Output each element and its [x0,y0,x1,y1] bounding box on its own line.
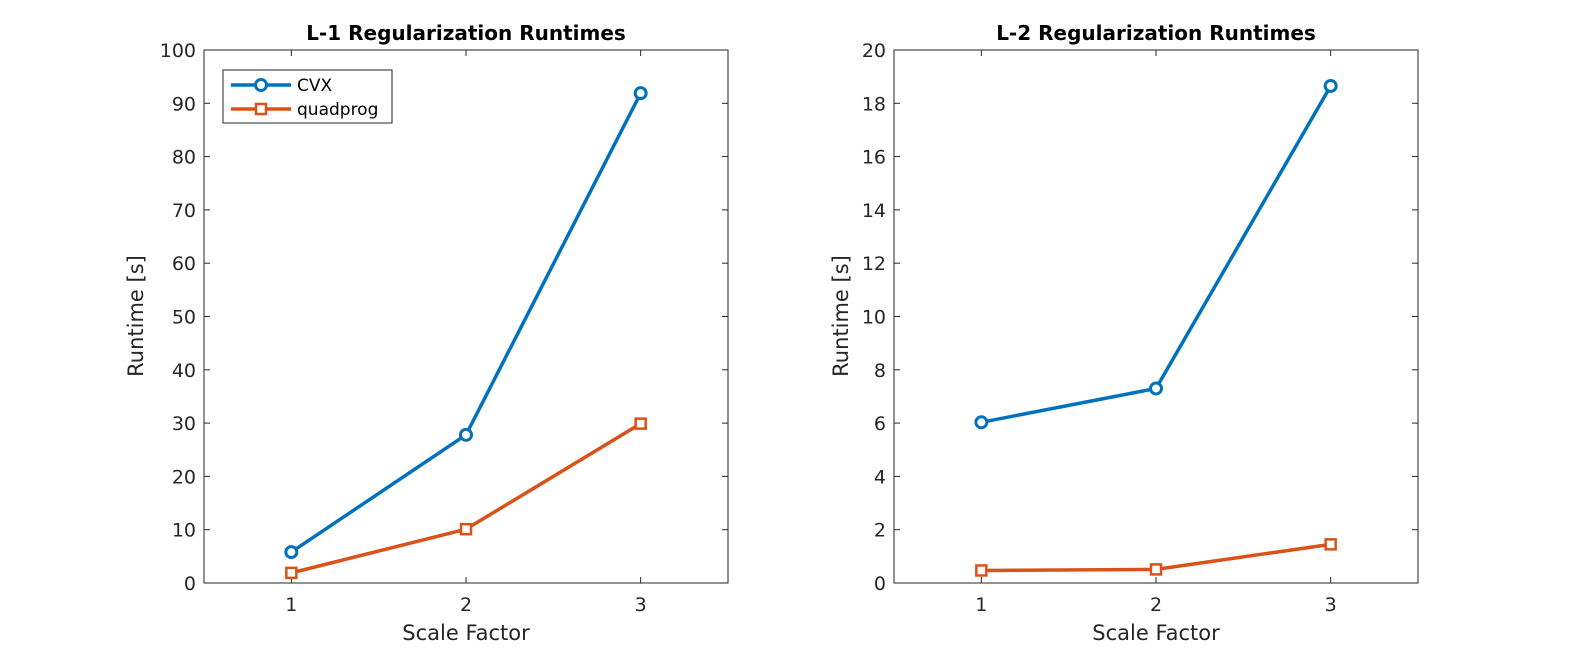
data-point-quadprog [975,564,988,577]
data-point-quadprog [1324,538,1337,551]
y-tick-label: 70 [172,200,196,222]
plot-area [894,50,1418,583]
legend-label-quadprog: quadprog [297,100,378,120]
y-tick-label: 80 [172,147,196,169]
data-point-cvx [1149,381,1163,396]
data-point-quadprog [1149,563,1163,576]
y-tick-label: 0 [184,573,196,595]
y-tick-label: 10 [862,307,886,329]
y-axis-label: Runtime [s] [829,255,853,377]
axes-box [893,49,1419,584]
y-axis-label: Runtime [s] [124,255,148,377]
y-tick-label: 14 [862,200,886,222]
data-point-cvx [633,86,648,101]
x-tick-label: 3 [635,594,647,616]
data-point-quadprog [459,522,473,536]
chart-panel-l2: L-2 Regularization Runtimes Scale Factor… [829,21,1419,645]
y-tick-label: 10 [172,520,196,542]
x-tick-label: 2 [460,594,472,616]
y-tick-label: 40 [172,360,196,382]
y-tick-label: 4 [874,466,886,488]
legend-label-cvx: CVX [297,76,332,96]
x-axis-label: Scale Factor [402,621,530,645]
legend-box [222,69,393,124]
y-tick-label: 16 [862,147,886,169]
y-tick-label: 12 [862,253,886,275]
y-tick-label: 18 [862,93,886,115]
data-point-quadprog [634,417,647,430]
y-tick-label: 90 [172,93,196,115]
x-axis-label: Scale Factor [1092,621,1220,645]
y-tick-label: 60 [172,253,196,275]
chart-title: L-2 Regularization Runtimes [996,21,1316,45]
chart-title: L-1 Regularization Runtimes [306,21,626,45]
y-tick-label: 50 [172,307,196,329]
y-tick-label: 8 [874,360,886,382]
data-point-quadprog [285,566,298,580]
legend-marker-quadprog [254,102,268,116]
y-tick-label: 20 [862,40,886,62]
y-tick-label: 0 [874,573,886,595]
chart-panel-l1: L-1 Regularization Runtimes Scale Factor… [124,21,729,645]
legend: CVX quadprog [222,69,393,124]
data-point-cvx [974,415,989,430]
data-point-cvx [284,545,299,560]
y-tick-label: 6 [874,413,886,435]
x-tick-label: 1 [975,594,987,616]
data-point-cvx [1323,78,1338,93]
data-point-cvx [459,427,473,442]
y-tick-label: 100 [160,40,196,62]
x-tick-label: 3 [1325,594,1337,616]
plot-area [204,50,728,583]
y-tick-label: 20 [172,466,196,488]
legend-marker-cvx [254,78,268,92]
y-tick-label: 2 [874,520,886,542]
x-tick-label: 2 [1150,594,1162,616]
axes-box [203,49,729,584]
x-tick-label: 1 [285,594,297,616]
y-tick-label: 30 [172,413,196,435]
